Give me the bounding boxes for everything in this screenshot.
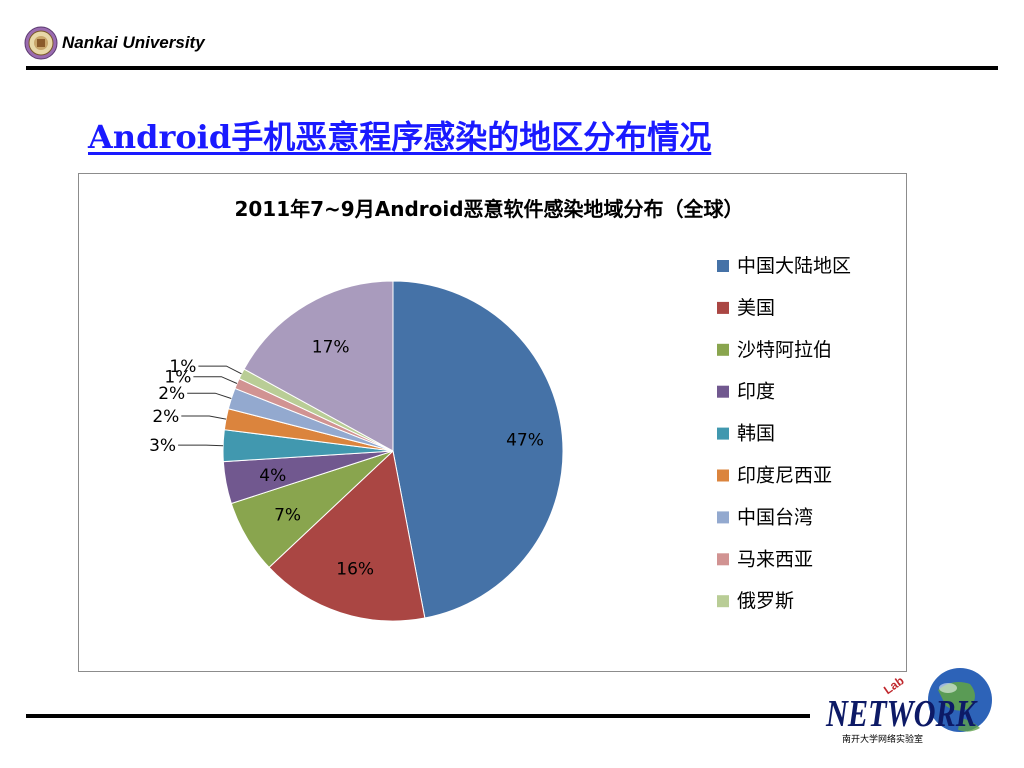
data-label: 2%: [158, 384, 185, 404]
pie-chart: 2011年7~9月Android恶意软件感染地域分布（全球） 47% 16% 7% 4…: [149, 197, 851, 622]
data-label: 47%: [506, 431, 544, 451]
legend-entry: 沙特阿拉伯: [737, 339, 832, 361]
legend-swatch: [717, 553, 729, 566]
legend-swatch: [717, 427, 729, 440]
leader-line: [198, 365, 242, 375]
legend-swatch: [717, 343, 729, 356]
legend-swatch: [717, 385, 729, 398]
legend-swatch: [717, 301, 729, 314]
slide-header: Nankai University: [0, 0, 1024, 70]
data-label: 17%: [312, 338, 350, 358]
legend-swatch: [717, 260, 729, 272]
leader-line: [193, 376, 238, 384]
data-label: 2%: [152, 407, 179, 427]
leader-line: [187, 392, 232, 399]
nankai-university-emblem-icon: [24, 26, 58, 60]
legend-swatch: [717, 469, 729, 482]
chart-container: 2011年7~9月Android恶意软件感染地域分布（全球） 47% 16% 7% 4…: [78, 173, 907, 672]
data-label: 4%: [259, 466, 286, 486]
data-label: 3%: [149, 436, 176, 456]
legend-entry: 中国台湾: [737, 506, 813, 528]
legend-entry: 印度尼西亚: [737, 465, 832, 487]
legend-entry: 马来西亚: [737, 548, 813, 570]
university-name: Nankai University: [62, 33, 205, 52]
footer-divider: [26, 714, 810, 718]
legend-swatch: [717, 511, 729, 524]
leader-line: [178, 444, 224, 447]
data-label: 1%: [169, 357, 196, 377]
network-lab-logo: Lab NETWORK 南开大学网络实验室: [825, 668, 992, 745]
pie-slice: [268, 450, 426, 622]
svg-text:NETWORK: NETWORK: [825, 693, 978, 735]
legend-entry: 俄罗斯: [737, 590, 794, 612]
pie-slice: [243, 280, 394, 452]
chart-title: 2011年7~9月Android恶意软件感染地域分布（全球）: [234, 197, 743, 221]
leader-line: [181, 415, 227, 420]
header-divider: [26, 66, 998, 70]
data-label: 1%: [164, 368, 191, 388]
data-label: 16%: [336, 559, 374, 579]
legend-entry: 韩国: [737, 423, 775, 445]
data-label: 7%: [274, 505, 301, 525]
legend-entry: 印度: [737, 381, 775, 403]
svg-text:南开大学网络实验室: 南开大学网络实验室: [842, 733, 923, 745]
pie-slice: [392, 280, 564, 619]
legend-entry: 中国大陆地区: [737, 255, 851, 277]
slide-title: Android手机恶意程序感染的地区分布情况: [88, 118, 712, 156]
legend-swatch: [717, 595, 729, 608]
legend-entry: 美国: [737, 297, 775, 319]
